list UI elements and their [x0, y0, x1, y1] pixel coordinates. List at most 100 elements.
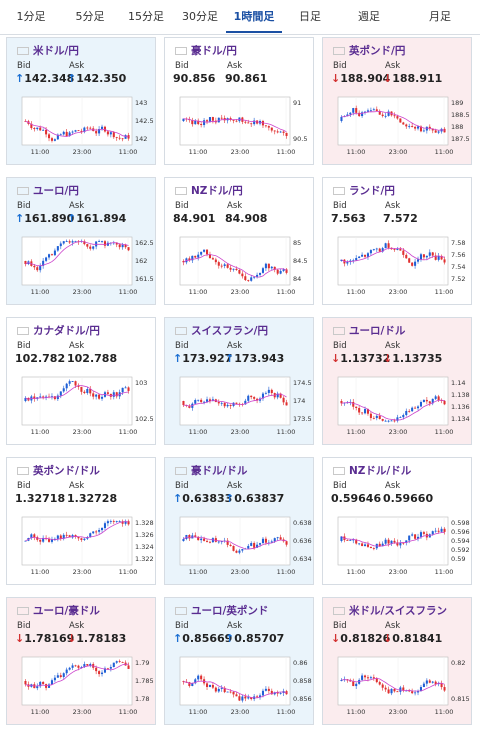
candle [282, 130, 285, 136]
x-tick-label: 23:00 [231, 288, 250, 296]
tab-8[interactable]: 月足 [429, 10, 451, 23]
y-tick-label: 174.5 [293, 379, 312, 387]
chart-frame [337, 516, 449, 566]
candle [358, 405, 361, 416]
tab-1[interactable]: 1分足 [16, 10, 46, 23]
currency-pair-link[interactable]: ランド/円 [349, 185, 395, 197]
tab-7[interactable]: 週足 [358, 10, 380, 23]
candle [253, 276, 256, 280]
currency-pair-link[interactable]: ユーロ/豪ドル [33, 605, 100, 617]
currency-pair-link[interactable]: 米ドル/スイスフラン [349, 605, 448, 617]
down-arrow-icon: ↓ [331, 632, 341, 645]
x-tick-label: 23:00 [231, 708, 250, 716]
tab-5[interactable]: 1時間足 [226, 0, 282, 33]
candle [214, 257, 217, 265]
candlestick-chart[interactable]: 1.14 1.138 1.136 1.134 11:00 23:00 11:00 [333, 375, 470, 437]
moving-average-line [25, 241, 129, 267]
bid-value: ↓1.78169 [15, 632, 75, 645]
tab-6[interactable]: 日足 [299, 10, 321, 23]
rate-card[interactable]: 豪ドル/ドル Bid Ask ↑0.63833 ↑0.63837 0.638 0.636 0.… [164, 457, 314, 585]
candle [419, 400, 423, 408]
currency-pair-link[interactable]: NZドル/円 [191, 185, 243, 197]
candlestick-chart[interactable]: 1.328 1.326 1.324 1.322 11:00 23:00 11:00 [17, 515, 154, 577]
rate-card[interactable]: カナダドル/円 Bid Ask 102.782 102.788 103 102.5 11:00… [6, 317, 156, 445]
currency-pair-link[interactable]: ユーロ/英ポンド [191, 605, 269, 617]
currency-pair-link[interactable]: カナダドル/円 [33, 325, 100, 337]
currency-pair-link[interactable]: 英ポンド/ドル [33, 465, 100, 477]
moving-average-line [341, 247, 445, 263]
currency-pair-link[interactable]: スイスフラン/円 [191, 325, 269, 337]
candlestick-chart[interactable]: 91 90.5 11:00 23:00 11:00 [175, 95, 307, 157]
candle [226, 691, 229, 693]
rate-card[interactable]: 英ポンド/円 Bid Ask ↓188.904 ↓188.911 189 188.5 188 1… [322, 37, 472, 165]
rate-card[interactable]: ユーロ/ドル Bid Ask ↓1.13732 ↓1.13735 1.14 1.138 1.1… [322, 317, 472, 445]
currency-pair-link[interactable]: 英ポンド/円 [349, 45, 406, 57]
currency-pair-link[interactable]: ユーロ/円 [33, 185, 79, 197]
bid-value: 7.563 [331, 212, 366, 225]
flag-ca-icon [17, 327, 29, 335]
candle [375, 106, 378, 112]
ask-label: Ask [69, 61, 85, 71]
y-tick-label: 1.322 [135, 555, 154, 563]
rate-card[interactable]: 米ドル/スイスフラン Bid Ask ↓0.81826 ↓0.81841 0.82 0.81… [322, 597, 472, 725]
y-tick-label: 85 [293, 239, 301, 247]
bid-label: Bid [333, 481, 347, 491]
candle [62, 533, 65, 541]
candle [384, 242, 387, 249]
rate-card[interactable]: スイスフラン/円 Bid Ask ↑173.927 ↑173.943 174.5 174 17… [164, 317, 314, 445]
candle [372, 107, 375, 111]
bid-value: ↓188.904 [331, 72, 391, 85]
candle [220, 401, 223, 406]
tab-2[interactable]: 5分足 [75, 10, 105, 23]
currency-pair-link[interactable]: ユーロ/ドル [349, 325, 406, 337]
candlestick-chart[interactable]: 143 142.5 142 11:00 23:00 11:00 [17, 95, 154, 157]
rate-card[interactable]: NZドル/ドル Bid Ask 0.59646 0.59660 0.598 0.596 0.5… [322, 457, 472, 585]
currency-pair-link[interactable]: 米ドル/円 [33, 45, 79, 57]
rate-card[interactable]: ユーロ/円 Bid Ask ↑161.890 ↑161.894 162.5 162 161.5… [6, 177, 156, 305]
candlestick-chart[interactable]: 189 188.5 188 187.5 11:00 23:00 11:00 [333, 95, 470, 157]
candle [74, 129, 77, 133]
candle [416, 405, 420, 411]
rate-card[interactable]: NZドル/円 Bid Ask 84.901 84.908 85 84.5 84 11:00 23:… [164, 177, 314, 305]
rate-card[interactable]: ランド/円 Bid Ask 7.563 7.572 7.58 7.56 7.54 7.52 11:… [322, 177, 472, 305]
candlestick-chart[interactable]: 85 84.5 84 11:00 23:00 11:00 [175, 235, 307, 297]
tab-4[interactable]: 30分足 [182, 10, 218, 23]
candle [434, 680, 437, 687]
candlestick-chart[interactable]: 0.82 0.815 11:00 23:00 11:00 [333, 655, 470, 717]
flag-au-icon [175, 47, 187, 55]
candle [443, 256, 446, 265]
candle [121, 661, 124, 663]
candlestick-chart[interactable]: 0.86 0.858 0.856 11:00 23:00 11:00 [175, 655, 312, 717]
candle [59, 133, 62, 136]
rate-card[interactable]: 米ドル/円 Bid Ask ↑142.348 ↑142.350 143 142.5 142 11… [6, 37, 156, 165]
candle [381, 246, 384, 253]
currency-pair-link[interactable]: NZドル/ドル [349, 465, 412, 477]
candle [115, 520, 118, 523]
candle [270, 127, 273, 133]
candle [428, 679, 431, 684]
candlestick-chart[interactable]: 0.638 0.636 0.634 11:00 23:00 11:00 [175, 515, 312, 577]
rate-card[interactable]: 英ポンド/ドル Bid Ask 1.32718 1.32728 1.328 1.326 1.3… [6, 457, 156, 585]
candle [223, 262, 226, 269]
tab-3[interactable]: 15分足 [128, 10, 164, 23]
rate-card[interactable]: ユーロ/豪ドル Bid Ask ↓1.78169 ↓1.78183 1.79 1.785 1.… [6, 597, 156, 725]
candlestick-chart[interactable]: 7.58 7.56 7.54 7.52 11:00 23:00 11:00 [333, 235, 465, 297]
moving-average-line [341, 531, 445, 547]
currency-pair-link[interactable]: 豪ドル/ドル [191, 465, 248, 477]
candlestick-chart[interactable]: 103 102.5 11:00 23:00 11:00 [17, 375, 154, 437]
ask-label: Ask [385, 481, 401, 491]
candlestick-chart[interactable]: 162.5 162 161.5 11:00 23:00 11:00 [17, 235, 154, 297]
candle [416, 256, 420, 264]
candle [42, 395, 45, 400]
candlestick-chart[interactable]: 174.5 174 173.5 11:00 23:00 11:00 [175, 375, 312, 437]
candlestick-chart[interactable]: 1.79 1.785 1.78 11:00 23:00 11:00 [17, 655, 154, 717]
rate-card[interactable]: ユーロ/英ポンド Bid Ask ↑0.85669 ↑0.85707 0.86 0.858 0… [164, 597, 314, 725]
candle [276, 391, 279, 400]
currency-pair-link[interactable]: 豪ドル/円 [191, 45, 237, 57]
candle [440, 398, 443, 404]
candle [217, 687, 220, 693]
candle [381, 112, 384, 118]
rate-card[interactable]: 豪ドル/円 Bid Ask 90.856 90.861 91 90.5 11:00 23:00 1… [164, 37, 314, 165]
candle [36, 535, 39, 542]
